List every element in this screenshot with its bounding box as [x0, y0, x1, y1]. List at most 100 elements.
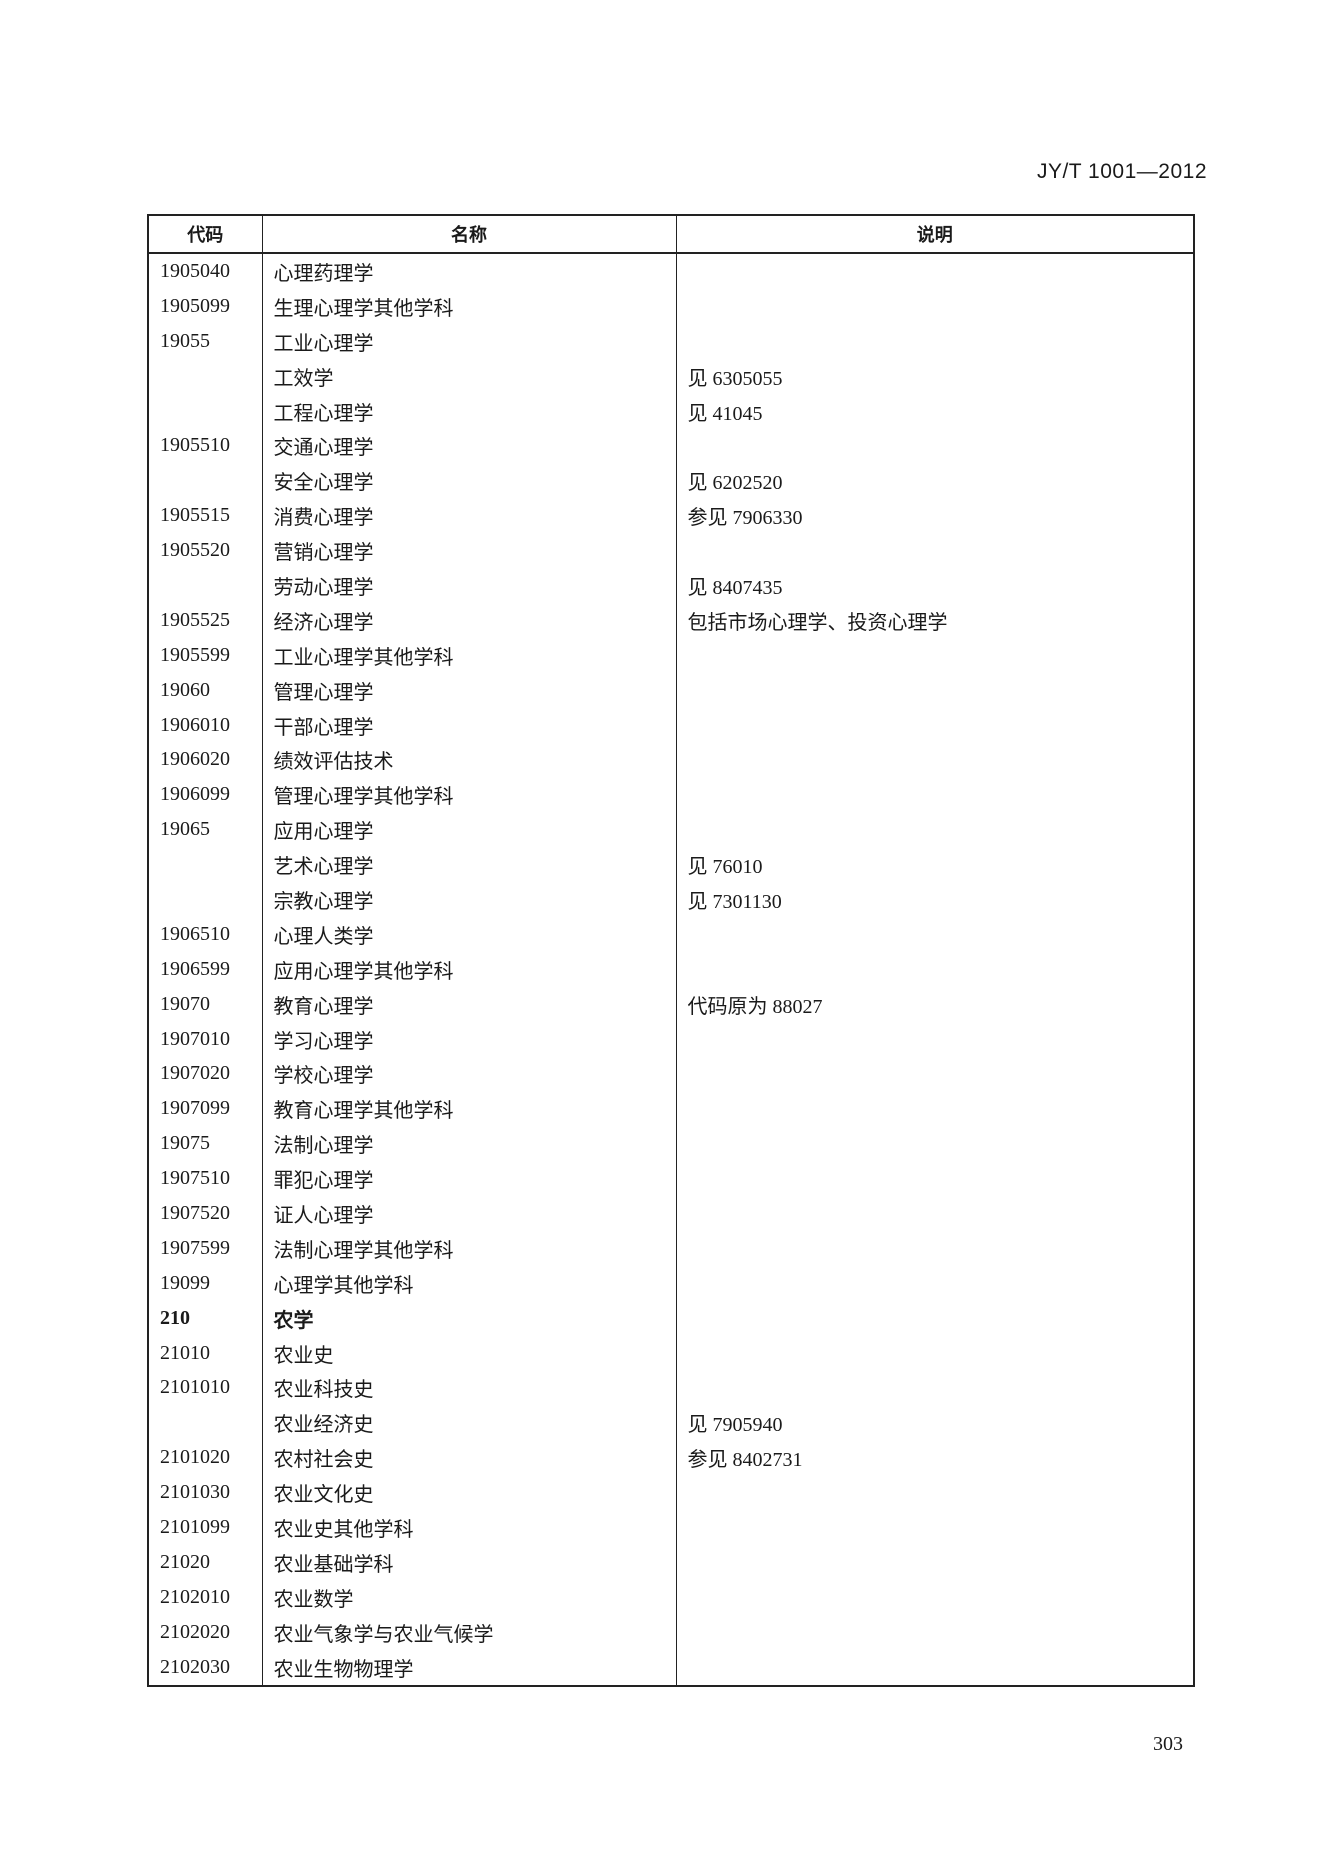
- cell-name: 生理心理学其他学科: [261, 288, 677, 324]
- table-row: 1906020 绩效评估技术: [147, 742, 1195, 778]
- cell-code: [147, 463, 263, 499]
- table-row: 19060 管理心理学: [147, 672, 1195, 708]
- cell-code: 1907520: [147, 1196, 263, 1231]
- cell-name: 劳动心理学: [261, 568, 677, 603]
- table-row: 1905515 消费心理学 参见 7906330: [147, 498, 1195, 534]
- cell-name: 工业心理学: [261, 323, 677, 359]
- cell-note: 见 7301130: [675, 882, 1195, 917]
- table-row: 210 农学: [147, 1300, 1195, 1336]
- table-header-row: 代码 名称 说明: [147, 214, 1195, 254]
- column-header-name: 名称: [261, 214, 677, 254]
- table-row: 农业经济史见 7905940: [147, 1405, 1195, 1441]
- cell-note: [675, 742, 1195, 778]
- cell-code: 1907020: [147, 1056, 263, 1092]
- table-row: 1907010 学习心理学: [147, 1021, 1195, 1057]
- table-row: 安全心理学见 6202520: [147, 463, 1195, 499]
- table-row: 工程心理学见 41045: [147, 393, 1195, 429]
- table-row: 1905510 交通心理学: [147, 428, 1195, 464]
- cell-note: [675, 1614, 1195, 1650]
- cell-name: 罪犯心理学: [261, 1161, 677, 1197]
- cell-note: [675, 1126, 1195, 1162]
- cell-note: [675, 533, 1195, 569]
- cell-name: 心理药理学: [261, 253, 677, 289]
- cell-name: 证人心理学: [261, 1196, 677, 1231]
- cell-code: [147, 847, 263, 883]
- cell-note: [675, 1510, 1195, 1545]
- cell-name: 经济心理学: [261, 602, 677, 638]
- cell-name: 农业史: [261, 1335, 677, 1371]
- cell-name: 工业心理学其他学科: [261, 637, 677, 673]
- cell-note: [675, 1544, 1195, 1580]
- cell-note: [675, 1370, 1195, 1406]
- cell-code: 210: [147, 1300, 263, 1336]
- cell-note: [675, 951, 1195, 987]
- cell-code: [147, 1405, 263, 1441]
- cell-note: 参见 8402731: [675, 1440, 1195, 1476]
- cell-note: [675, 1230, 1195, 1266]
- cell-name: 消费心理学: [261, 498, 677, 534]
- page-number: 303: [1153, 1733, 1183, 1755]
- table-row: 19055 工业心理学: [147, 323, 1195, 359]
- cell-name: 农业科技史: [261, 1370, 677, 1406]
- cell-note: 见 6305055: [675, 358, 1195, 394]
- cell-name: 法制心理学: [261, 1126, 677, 1162]
- table-row: 艺术心理学见 76010: [147, 847, 1195, 883]
- cell-name: 农学: [261, 1300, 677, 1336]
- table-row: 19099 心理学其他学科: [147, 1265, 1195, 1301]
- table-row: 19075 法制心理学: [147, 1126, 1195, 1162]
- cell-code: 19099: [147, 1265, 263, 1301]
- table-row: 1906099 管理心理学其他学科: [147, 777, 1195, 813]
- cell-name: 农业生物物理学: [261, 1649, 677, 1686]
- table-row: 1906599 应用心理学其他学科: [147, 951, 1195, 987]
- cell-name: 管理心理学其他学科: [261, 777, 677, 813]
- cell-note: [675, 812, 1195, 848]
- cell-code: 2102030: [147, 1649, 263, 1686]
- cell-code: 1906020: [147, 742, 263, 778]
- cell-note: 包括市场心理学、投资心理学: [675, 602, 1195, 638]
- cell-name: 交通心理学: [261, 428, 677, 464]
- cell-note: [675, 1161, 1195, 1197]
- cell-name: 农业文化史: [261, 1475, 677, 1511]
- cell-code: 1907599: [147, 1230, 263, 1266]
- cell-code: 2101099: [147, 1510, 263, 1545]
- table-row: 1906510 心理人类学: [147, 916, 1195, 952]
- cell-name: 学习心理学: [261, 1021, 677, 1057]
- table-row: 1907520 证人心理学: [147, 1196, 1195, 1231]
- cell-code: 21010: [147, 1335, 263, 1371]
- cell-name: 农业基础学科: [261, 1544, 677, 1580]
- cell-code: 1905515: [147, 498, 263, 534]
- cell-name: 安全心理学: [261, 463, 677, 499]
- table-row: 1906010 干部心理学: [147, 707, 1195, 743]
- cell-code: 19060: [147, 672, 263, 708]
- subject-code-table: 代码 名称 说明 1905040 心理药理学 1905099 生理心理学其他学科 190…: [147, 214, 1195, 1687]
- cell-note: [675, 428, 1195, 464]
- cell-note: 见 8407435: [675, 568, 1195, 603]
- cell-name: 应用心理学: [261, 812, 677, 848]
- cell-note: [675, 1021, 1195, 1057]
- table-row: 1905040 心理药理学: [147, 253, 1195, 289]
- table-row: 1905599 工业心理学其他学科: [147, 637, 1195, 673]
- cell-name: 管理心理学: [261, 672, 677, 708]
- table-row: 2101010 农业科技史: [147, 1370, 1195, 1406]
- cell-note: 参见 7906330: [675, 498, 1195, 534]
- document-id: JY/T 1001—2012: [1036, 160, 1207, 183]
- cell-code: [147, 358, 263, 394]
- cell-note: [675, 1196, 1195, 1231]
- table-row: 劳动心理学见 8407435: [147, 568, 1195, 603]
- cell-name: 艺术心理学: [261, 847, 677, 883]
- table-row: 21020 农业基础学科: [147, 1544, 1195, 1580]
- cell-code: 1906010: [147, 707, 263, 743]
- cell-code: 2101020: [147, 1440, 263, 1476]
- cell-name: 农业经济史: [261, 1405, 677, 1441]
- cell-code: 19075: [147, 1126, 263, 1162]
- table-row: 1905099 生理心理学其他学科: [147, 288, 1195, 324]
- cell-note: 见 7905940: [675, 1405, 1195, 1441]
- cell-code: 1905040: [147, 253, 263, 289]
- cell-name: 农业气象学与农业气候学: [261, 1614, 677, 1650]
- table-row: 2102010 农业数学: [147, 1579, 1195, 1615]
- cell-name: 教育心理学其他学科: [261, 1091, 677, 1127]
- table-row: 19065 应用心理学: [147, 812, 1195, 848]
- cell-name: 农业史其他学科: [261, 1510, 677, 1545]
- cell-code: 2101030: [147, 1475, 263, 1511]
- cell-name: 干部心理学: [261, 707, 677, 743]
